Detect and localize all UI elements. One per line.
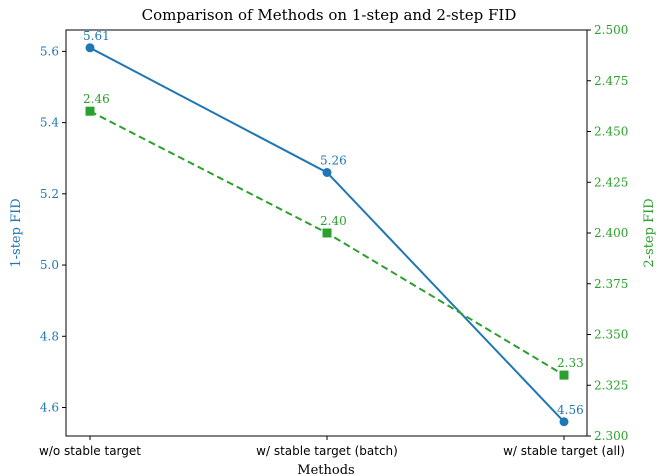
series-line-two-step xyxy=(89,110,565,376)
two-step-point xyxy=(85,106,95,116)
one-step-data-label: 5.26 xyxy=(320,153,347,167)
left-y-tick-label: 5.0 xyxy=(40,258,59,272)
two-step-data-label: 2.33 xyxy=(557,356,584,370)
left-y-tick-label: 5.2 xyxy=(40,187,59,201)
one-step-point xyxy=(85,43,95,53)
two-step-data-label: 2.46 xyxy=(83,92,110,106)
right-y-tick-label: 2.425 xyxy=(594,175,628,189)
chart-title: Comparison of Methods on 1-step and 2-st… xyxy=(142,6,517,24)
right-y-tick-label: 2.350 xyxy=(594,328,628,342)
one-step-data-label: 5.61 xyxy=(83,29,110,43)
two-step-data-label: 2.40 xyxy=(320,214,347,228)
series-layer: 5.61 5.26 4.56 2.46 2.40 2.33 xyxy=(83,29,584,427)
right-y-tick-label: 2.325 xyxy=(594,378,628,392)
right-y-axis-label: 2-step FID xyxy=(642,198,657,267)
left-y-tick-label: 5.6 xyxy=(40,44,59,58)
two-step-point xyxy=(559,370,569,380)
right-y-tick-label: 2.400 xyxy=(594,226,628,240)
left-y-tick-label: 5.4 xyxy=(40,116,59,130)
one-step-data-label: 4.56 xyxy=(557,403,584,417)
right-y-axis: 2.300 2.325 2.350 2.375 2.400 2.425 2.450 2.475… xyxy=(587,23,628,443)
left-y-tick-label: 4.6 xyxy=(40,401,59,415)
one-step-point xyxy=(322,167,332,177)
left-y-tick-label: 4.8 xyxy=(40,329,59,343)
x-axis: w/o stable target w/ stable target (batch… xyxy=(39,436,625,458)
left-y-axis-label: 1-step FID xyxy=(9,198,24,267)
right-y-tick-label: 2.475 xyxy=(594,74,628,88)
two-step-point xyxy=(322,228,332,238)
left-y-axis: 4.6 4.8 5.0 5.2 5.4 5.6 xyxy=(40,44,66,415)
right-y-tick-label: 2.300 xyxy=(594,429,628,443)
right-y-tick-label: 2.450 xyxy=(594,125,628,139)
x-tick-label: w/ stable target (batch) xyxy=(256,444,398,458)
right-y-tick-label: 2.500 xyxy=(594,23,628,37)
x-tick-label: w/o stable target xyxy=(39,444,141,458)
x-tick-label: w/ stable target (all) xyxy=(503,444,625,458)
one-step-point xyxy=(559,417,569,427)
x-axis-label: Methods xyxy=(297,463,354,474)
right-y-tick-label: 2.375 xyxy=(594,277,628,291)
